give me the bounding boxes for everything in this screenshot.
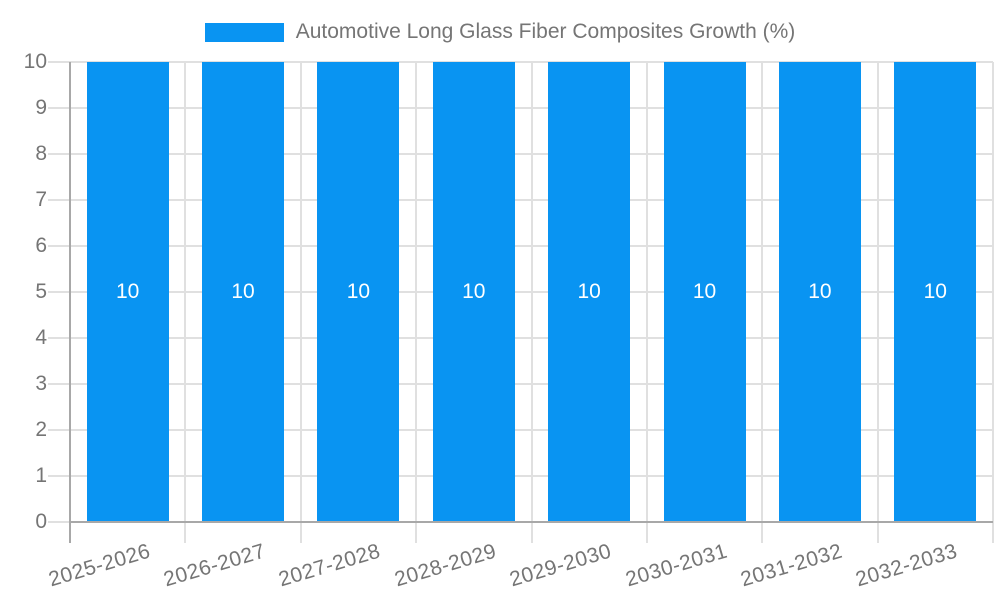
x-axis-line <box>70 521 993 523</box>
bar[interactable]: 10 <box>317 62 400 522</box>
y-axis-tick-label: 9 <box>35 96 47 119</box>
x-gridline <box>299 62 302 543</box>
y-gridline <box>48 429 993 431</box>
legend: Automotive Long Glass Fiber Composites G… <box>0 19 1000 45</box>
bar[interactable]: 10 <box>778 62 861 522</box>
bar-value-label: 10 <box>808 280 832 303</box>
bar[interactable]: 10 <box>202 62 285 522</box>
bar-value-label: 10 <box>923 280 947 303</box>
x-gridline <box>530 62 533 543</box>
bar[interactable]: 10 <box>86 62 169 522</box>
y-gridline <box>48 383 993 385</box>
y-gridline <box>48 475 993 477</box>
y-axis-tick-label: 3 <box>35 372 47 395</box>
bar[interactable]: 10 <box>663 62 746 522</box>
x-gridline <box>415 62 418 543</box>
x-gridline <box>184 62 187 543</box>
y-gridline <box>48 199 993 201</box>
x-gridline <box>645 62 648 543</box>
legend-item[interactable]: Automotive Long Glass Fiber Composites G… <box>204 20 796 44</box>
x-gridline <box>992 62 994 543</box>
y-axis-tick-label: 7 <box>35 188 47 211</box>
y-gridline <box>48 107 993 109</box>
y-gridline <box>48 61 993 63</box>
bar[interactable]: 10 <box>432 62 515 522</box>
bar[interactable]: 10 <box>894 62 977 522</box>
bar-value-label: 10 <box>231 280 255 303</box>
bar-value-label: 10 <box>692 280 717 303</box>
y-axis-tick-label: 10 <box>23 50 47 73</box>
bar-value-label: 10 <box>577 280 601 303</box>
y-axis-tick-label: 0 <box>35 510 47 533</box>
y-gridline <box>48 291 993 293</box>
y-gridline <box>48 337 993 339</box>
x-gridline <box>876 62 879 543</box>
x-gridline <box>761 62 764 543</box>
y-axis-tick-label: 5 <box>35 280 47 303</box>
y-axis-tick-label: 6 <box>35 234 47 257</box>
bar[interactable]: 10 <box>548 62 631 522</box>
y-axis-tick-label: 4 <box>35 326 47 349</box>
y-axis-tick-label: 2 <box>35 418 47 441</box>
y-axis-tick-label: 8 <box>35 142 47 165</box>
y-gridline <box>48 153 993 155</box>
bar-value-label: 10 <box>462 280 486 303</box>
y-axis-line <box>69 62 71 543</box>
legend-title: Automotive Long Glass Fiber Composites G… <box>295 20 796 43</box>
bar-value-label: 10 <box>346 280 371 303</box>
bar-value-label: 10 <box>116 280 140 303</box>
y-axis-tick-label: 1 <box>35 464 47 487</box>
y-gridline <box>48 245 993 247</box>
legend-swatch <box>204 22 284 42</box>
